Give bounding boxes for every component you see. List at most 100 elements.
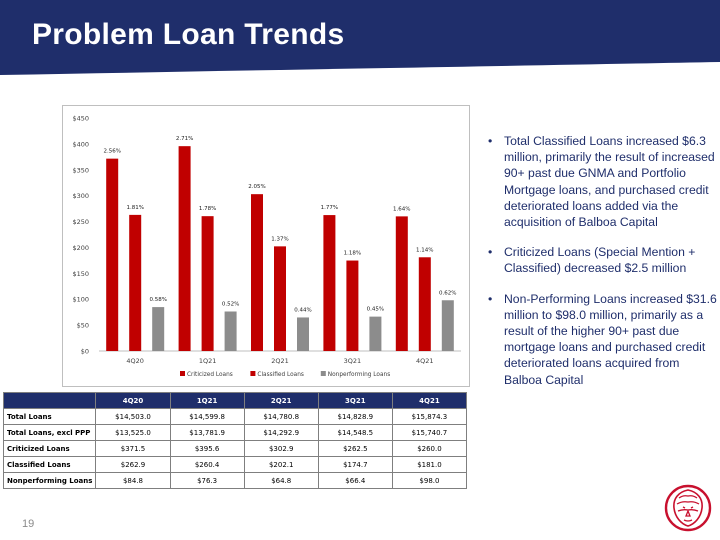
table-cell: $13,781.9 — [169, 424, 245, 441]
row-label: Total Loans — [2, 408, 97, 425]
bullet-criticized: • Criticized Loans (Special Mention + Cla… — [486, 244, 718, 276]
data-label: 1.64% — [393, 206, 410, 212]
bar-classified-loans — [201, 216, 214, 351]
problem-loans-chart: $0 $50 $100 $150 $200 $250 $300 $350 $400 $450 2.5… — [62, 105, 470, 387]
table-cell: $14,828.9 — [317, 408, 393, 425]
table-cell: $14,548.5 — [317, 424, 393, 441]
table-cell: $66.4 — [317, 472, 393, 489]
bar-nonperforming-loans — [369, 316, 382, 351]
bar-criticized-loans — [178, 146, 191, 351]
legend-swatch — [250, 371, 256, 376]
table-cell: $262.5 — [317, 440, 393, 457]
table-header-cell — [2, 392, 97, 409]
y-tick-label: $300 — [72, 192, 89, 200]
data-label: 1.14% — [416, 247, 433, 253]
data-label: 0.62% — [439, 290, 456, 296]
table-cell: $98.0 — [391, 472, 468, 489]
row-label: Criticized Loans — [2, 440, 97, 457]
page-number: 19 — [22, 518, 35, 530]
bar-criticized-loans — [251, 194, 263, 351]
table-cell: $174.7 — [317, 456, 393, 473]
legend-swatch — [320, 371, 326, 376]
bar-classified-loans — [129, 214, 142, 351]
table-cell: $260.4 — [169, 456, 245, 473]
data-label: 0.45% — [367, 307, 384, 313]
title-banner — [0, 0, 720, 75]
table-header-row: 4Q20 1Q21 2Q21 3Q21 4Q21 — [2, 392, 468, 409]
bullet-text: Total Classified Loans increased $6.3 mi… — [504, 134, 715, 230]
bar-criticized-loans — [395, 216, 408, 351]
table-cell: $260.0 — [391, 440, 468, 457]
y-tick-label: $200 — [72, 244, 89, 252]
bullet-text: Criticized Loans (Special Mention + Clas… — [504, 245, 696, 276]
loan-data-table: 4Q20 1Q21 2Q21 3Q21 4Q21 Total Loans $14… — [2, 392, 468, 489]
table-cell: $181.0 — [391, 456, 468, 473]
data-label: 0.52% — [222, 301, 239, 307]
bar-criticized-loans — [323, 215, 336, 351]
y-tick-label: $400 — [72, 140, 89, 148]
bar-classified-loans — [346, 260, 359, 351]
lion-logo-icon — [664, 484, 712, 532]
table-cell: $64.8 — [243, 472, 319, 489]
data-label: 1.77% — [321, 205, 338, 211]
row-label: Total Loans, excl PPP — [2, 424, 97, 441]
bullet-classified: • Total Classified Loans increased $6.3 m… — [486, 133, 718, 230]
legend-label: Nonperforming Loans — [328, 372, 390, 378]
x-tick-label: 2Q21 — [271, 357, 289, 365]
legend-swatch — [180, 371, 185, 376]
legend-label: Criticized Loans — [187, 372, 233, 378]
data-label: 1.18% — [344, 251, 361, 257]
data-label: 2.05% — [248, 184, 265, 190]
data-label: 0.58% — [149, 297, 166, 303]
bar-classified-loans — [274, 246, 286, 351]
page-title: Problem Loan Trends — [32, 18, 345, 51]
y-tick-label: $450 — [72, 115, 89, 123]
y-tick-label: $50 — [77, 322, 89, 330]
y-tick-label: $150 — [72, 270, 89, 278]
row-label: Classified Loans — [2, 456, 97, 473]
table-cell: $202.1 — [243, 456, 319, 473]
commentary-list: • Total Classified Loans increased $6.3 m… — [486, 133, 718, 402]
table-cell: $76.3 — [169, 472, 245, 489]
x-tick-label: 1Q21 — [199, 357, 217, 365]
data-label: 1.78% — [199, 206, 216, 212]
table-row: Total Loans $14,503.0 $14,599.8 $14,780.… — [2, 408, 468, 425]
y-tick-label: $250 — [72, 218, 89, 226]
table-cell: $14,503.0 — [95, 408, 171, 425]
table-cell: $13,525.0 — [95, 424, 171, 441]
data-label: 0.44% — [294, 307, 311, 313]
bullet-nonperforming: • Non-Performing Loans increased $31.6 mi… — [486, 291, 718, 388]
bar-nonperforming-loans — [224, 311, 237, 351]
table-cell: $371.5 — [95, 440, 171, 457]
table-cell: $14,780.8 — [243, 408, 319, 425]
bar-criticized-loans — [106, 158, 119, 351]
table-cell: $84.8 — [95, 472, 171, 489]
bullet-text: Non-Performing Loans increased $31.6 mil… — [504, 291, 717, 387]
table-cell: $262.9 — [95, 456, 171, 473]
bar-nonperforming-loans — [441, 300, 454, 351]
bullet-dot-icon: • — [488, 245, 493, 260]
table-cell: $14,292.9 — [243, 424, 319, 441]
data-label: 2.56% — [103, 149, 120, 155]
row-label: Nonperforming Loans — [2, 472, 97, 489]
legend-label: Classified Loans — [257, 372, 304, 378]
table-header-cell: 4Q20 — [95, 392, 171, 409]
bullet-dot-icon: • — [488, 134, 493, 148]
table-header-cell: 2Q21 — [243, 392, 319, 409]
y-tick-label: $100 — [72, 296, 89, 304]
y-tick-label: $0 — [81, 348, 89, 356]
x-tick-label: 4Q21 — [416, 357, 434, 365]
table-header-cell: 3Q21 — [317, 392, 393, 409]
table-cell: $15,874.3 — [391, 408, 468, 425]
table-header-cell: 4Q21 — [391, 392, 468, 409]
x-tick-label: 3Q21 — [344, 357, 362, 365]
bar-classified-loans — [418, 257, 431, 351]
table-cell: $15,740.7 — [391, 424, 468, 441]
data-label: 1.37% — [271, 236, 288, 242]
table-row: Classified Loans $262.9 $260.4 $202.1 $1… — [2, 456, 468, 473]
data-label: 2.71% — [176, 136, 193, 142]
table-cell: $395.6 — [169, 440, 245, 457]
bullet-dot-icon: • — [488, 291, 493, 306]
bar-chart-svg: $0 $50 $100 $150 $200 $250 $300 $350 $400 $450 2.5… — [72, 115, 461, 378]
data-label: 1.81% — [126, 205, 143, 211]
